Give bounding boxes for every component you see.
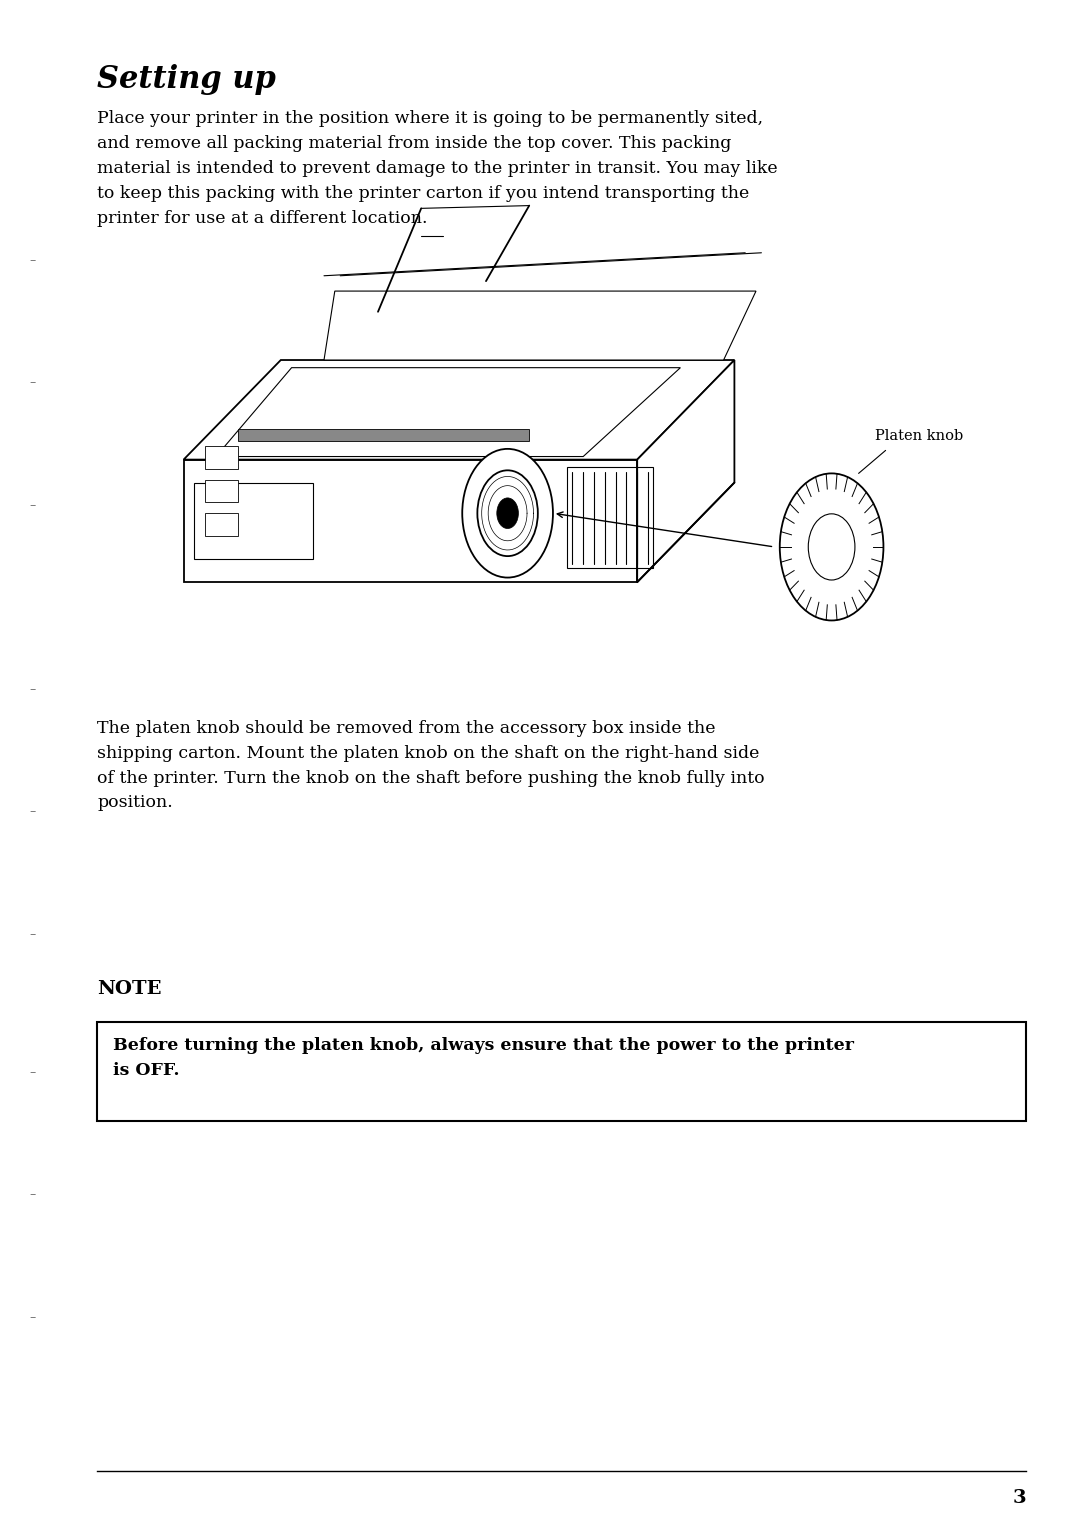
Polygon shape bbox=[194, 483, 313, 559]
Circle shape bbox=[477, 470, 538, 556]
Text: –: – bbox=[29, 806, 36, 818]
Text: –: – bbox=[29, 499, 36, 512]
Polygon shape bbox=[637, 360, 734, 582]
Text: 3: 3 bbox=[1012, 1489, 1026, 1507]
Text: –: – bbox=[29, 377, 36, 389]
Polygon shape bbox=[184, 460, 637, 582]
Text: –: – bbox=[29, 1066, 36, 1079]
Circle shape bbox=[497, 498, 518, 529]
Text: Before turning the platen knob, always ensure that the power to the printer
is O: Before turning the platen knob, always e… bbox=[113, 1037, 854, 1079]
Text: NOTE: NOTE bbox=[97, 980, 162, 999]
Polygon shape bbox=[216, 368, 680, 457]
Text: –: – bbox=[29, 928, 36, 941]
Polygon shape bbox=[205, 513, 238, 536]
Text: –: – bbox=[29, 1189, 36, 1201]
Text: Setting up: Setting up bbox=[97, 64, 276, 95]
Text: Platen knob: Platen knob bbox=[875, 429, 963, 443]
Circle shape bbox=[808, 513, 855, 581]
Circle shape bbox=[780, 473, 883, 620]
Text: –: – bbox=[29, 254, 36, 267]
FancyBboxPatch shape bbox=[97, 1022, 1026, 1121]
Polygon shape bbox=[205, 446, 238, 469]
Polygon shape bbox=[238, 429, 529, 441]
Text: –: – bbox=[29, 1311, 36, 1324]
Text: The platen knob should be removed from the accessory box inside the
shipping car: The platen knob should be removed from t… bbox=[97, 720, 765, 812]
Circle shape bbox=[462, 449, 553, 578]
Text: –: – bbox=[29, 683, 36, 696]
Text: Place your printer in the position where it is going to be permanently sited,
an: Place your printer in the position where… bbox=[97, 110, 778, 227]
Polygon shape bbox=[324, 291, 756, 360]
Polygon shape bbox=[205, 480, 238, 502]
Polygon shape bbox=[184, 360, 734, 460]
